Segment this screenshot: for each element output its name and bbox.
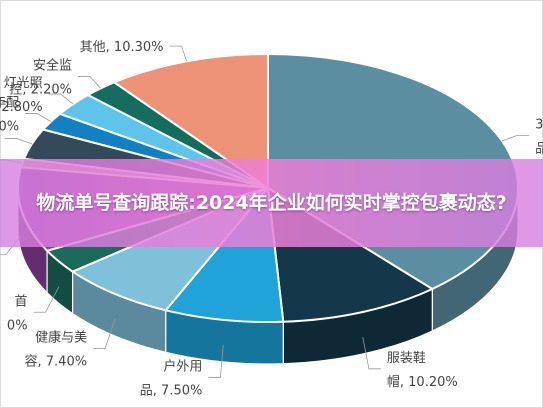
data-label: 首 0% — [7, 294, 28, 333]
data-label: 3C电子品, 37.7 — [535, 117, 543, 156]
leader-line — [169, 45, 188, 62]
data-label-line: 灯光照 — [4, 76, 43, 91]
leader-lines — [0, 45, 530, 378]
data-label-line: 其他, 10.30% — [80, 40, 164, 55]
data-label-line: 户外用 — [163, 359, 202, 375]
data-label-line: 品, 37.7 — [535, 141, 543, 156]
data-label-line: 首 — [15, 294, 28, 309]
data-label-line: 0% — [7, 318, 28, 333]
leader-line — [4, 138, 33, 145]
leader-line — [48, 93, 74, 105]
title-banner: 物流单号查询跟踪:2024年企业如何实时掌控包裹动态? — [0, 159, 543, 247]
data-label-line: 明, 2.80% — [0, 100, 43, 115]
leader-line — [362, 337, 381, 370]
data-label-line: 帽, 10.20% — [387, 374, 458, 390]
data-label: 安全监控, 2.20% — [9, 58, 72, 98]
leader-line — [208, 344, 224, 378]
data-label-line: 控, 2.20% — [9, 83, 72, 98]
data-label: 年配 .10% — [0, 96, 19, 135]
data-label-line: 品, 7.50% — [140, 384, 203, 399]
data-label-line: .10% — [0, 120, 19, 135]
data-label-line: 健康与美 — [35, 330, 87, 346]
data-label: 健康与美容, 7.40% — [25, 330, 88, 370]
slice-labels: 其他, 10.30% 3C电子品, 37.7 服装鞋帽, 10.20% 户外用品, 7… — [0, 40, 543, 398]
leader-line — [501, 134, 530, 142]
data-label: 灯光照明, 2.80% — [0, 76, 43, 115]
data-label: 户外用品, 7.50% — [140, 359, 203, 399]
leader-line — [93, 318, 116, 349]
pie-slice-12 — [112, 52, 269, 190]
data-label: 其他, 10.30% — [80, 40, 164, 55]
leader-line — [33, 286, 60, 313]
leader-line — [77, 76, 101, 89]
data-label-line: 服装鞋 — [387, 350, 426, 366]
data-label: 服装鞋帽, 10.20% — [387, 350, 458, 390]
banner-title: 物流单号查询跟踪:2024年企业如何实时掌控包裹动态? — [36, 191, 507, 214]
leader-line — [25, 113, 52, 122]
data-label-line: 年配 — [0, 96, 19, 111]
data-label-line: 3C电子 — [535, 117, 543, 132]
data-label-line: 容, 7.40% — [25, 354, 88, 370]
data-label-line: 安全监 — [33, 58, 72, 74]
